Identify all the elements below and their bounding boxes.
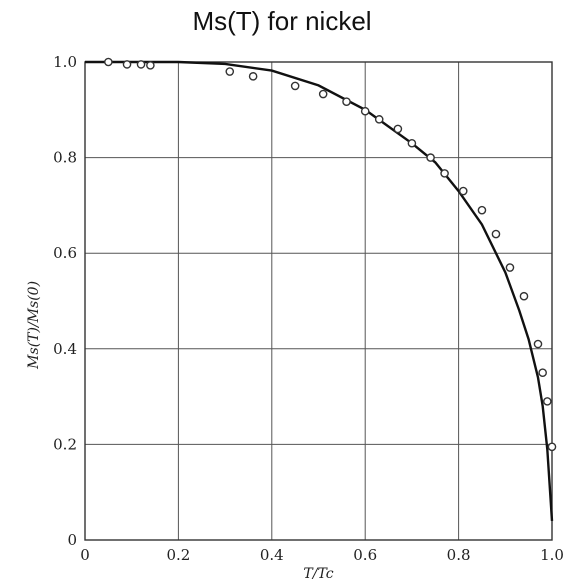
x-tick-label: 0.8	[447, 546, 471, 564]
x-tick-label: 1.0	[540, 546, 564, 564]
data-point	[547, 442, 557, 452]
data-point	[146, 61, 155, 70]
grid	[85, 62, 552, 540]
x-tick-label: 0.6	[353, 546, 377, 564]
data-point	[290, 81, 300, 91]
data-point	[393, 124, 403, 134]
data-points	[104, 57, 557, 452]
data-point	[440, 169, 449, 178]
data-point	[538, 368, 547, 378]
data-point	[426, 153, 435, 162]
data-point	[225, 67, 235, 76]
data-point	[505, 263, 515, 272]
y-tick-label: 0	[67, 531, 77, 549]
data-point	[491, 229, 501, 239]
data-point	[360, 106, 370, 116]
plot-frame	[84, 61, 553, 541]
data-point	[519, 291, 529, 301]
data-point	[407, 138, 417, 148]
x-tick-label: 0	[80, 546, 90, 564]
data-point	[136, 60, 146, 69]
data-point	[533, 339, 543, 349]
y-tick-label: 1.0	[53, 53, 77, 71]
x-tick-label: 0.2	[166, 546, 190, 564]
y-tick-label: 0.6	[53, 244, 77, 262]
x-axis-ticks: 0 0.2 0.4 0.6 0.8 1.0	[80, 546, 564, 564]
x-tick-label: 0.4	[260, 546, 284, 564]
chart-title: Ms(T) for nickel	[192, 6, 372, 36]
data-point	[122, 60, 132, 69]
data-point	[342, 97, 351, 106]
y-axis-ticks: 0 0.2 0.4 0.6 0.8 1.0	[53, 53, 77, 549]
data-point	[543, 397, 552, 406]
data-point	[458, 186, 468, 196]
y-axis-label: Ms(T)/Ms(0)	[26, 281, 42, 370]
data-point	[104, 57, 113, 67]
data-point	[318, 89, 328, 99]
data-point	[374, 115, 384, 124]
data-point	[477, 205, 487, 215]
x-axis-label: T/Tc	[303, 566, 333, 580]
y-tick-label: 0.2	[53, 435, 77, 453]
theory-curve	[85, 60, 554, 521]
y-tick-label: 0.8	[53, 149, 77, 167]
y-tick-label: 0.4	[53, 340, 77, 358]
data-point	[248, 72, 258, 81]
